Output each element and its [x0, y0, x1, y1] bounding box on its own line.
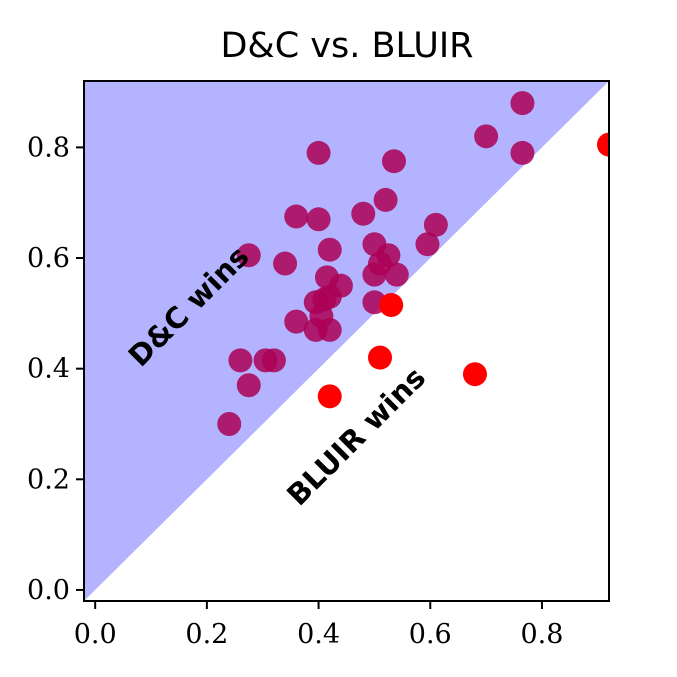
chart-title: D&C vs. BLUIR: [220, 26, 473, 66]
bluir-point: [597, 132, 609, 157]
dc-point: [384, 262, 409, 287]
y-tick-label: 0.0: [27, 575, 70, 606]
dc-point: [373, 187, 398, 212]
y-tick-label: 0.6: [27, 243, 70, 274]
dc-point: [351, 201, 376, 226]
bluir-point: [462, 362, 487, 387]
x-tick-label: 0.8: [521, 619, 564, 650]
bluir-point: [317, 384, 342, 409]
dc-point: [228, 348, 253, 373]
y-tick-label: 0.4: [27, 354, 70, 385]
dc-point: [284, 204, 309, 229]
y-axis: 0.0 0.2 0.4 0.6 0.8: [27, 132, 84, 606]
x-tick-label: 0.0: [74, 619, 117, 650]
x-axis: 0.0 0.2 0.4 0.6 0.8: [74, 601, 564, 650]
bluir-point: [379, 293, 404, 318]
dc-point: [474, 124, 499, 149]
x-tick-label: 0.2: [185, 619, 228, 650]
dc-point: [236, 373, 261, 398]
dc-point: [510, 91, 535, 116]
dc-point: [423, 212, 448, 237]
dc-point: [317, 237, 342, 262]
bluir-point: [368, 345, 393, 370]
dc-point: [376, 243, 401, 268]
x-tick-label: 0.6: [409, 619, 452, 650]
dc-point: [273, 251, 298, 276]
dc-point: [317, 317, 342, 342]
dc-point: [306, 207, 331, 232]
y-tick-label: 0.8: [27, 132, 70, 163]
dc-point: [510, 140, 535, 165]
plot-frame: [83, 80, 610, 602]
dc-point: [415, 232, 440, 257]
dc-point: [381, 149, 406, 174]
dc-point: [261, 348, 286, 373]
dc-wins-region: [84, 81, 609, 601]
y-tick-label: 0.2: [27, 464, 70, 495]
points-layer: [217, 91, 609, 436]
x-tick-label: 0.4: [297, 619, 340, 650]
dc-point: [306, 140, 331, 165]
dc-point: [217, 411, 242, 436]
dc-point: [328, 273, 353, 298]
dc-point: [236, 243, 261, 268]
dc-point: [284, 309, 309, 334]
